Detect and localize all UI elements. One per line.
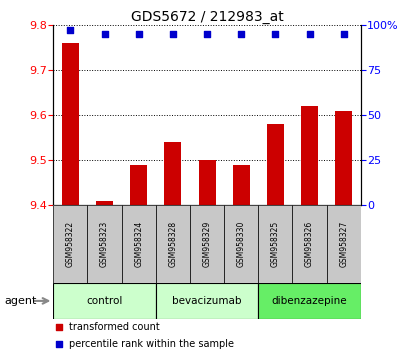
Bar xyxy=(96,201,113,205)
Text: GSM958326: GSM958326 xyxy=(304,221,313,267)
Text: control: control xyxy=(86,296,122,306)
Bar xyxy=(155,205,189,283)
Point xyxy=(56,324,63,329)
Text: GSM958325: GSM958325 xyxy=(270,221,279,267)
Text: transformed count: transformed count xyxy=(69,321,159,332)
Bar xyxy=(164,142,181,205)
Bar xyxy=(53,205,87,283)
Bar xyxy=(258,205,292,283)
Text: GSM958329: GSM958329 xyxy=(202,221,211,267)
Point xyxy=(169,31,176,36)
Text: dibenzazepine: dibenzazepine xyxy=(271,296,346,306)
Point xyxy=(306,31,312,36)
Bar xyxy=(232,165,249,205)
Title: GDS5672 / 212983_at: GDS5672 / 212983_at xyxy=(130,10,283,24)
Point xyxy=(135,31,142,36)
Bar xyxy=(189,205,224,283)
Point xyxy=(339,31,346,36)
Text: GSM958327: GSM958327 xyxy=(338,221,347,267)
Text: agent: agent xyxy=(4,296,36,306)
Point xyxy=(203,31,210,36)
Bar xyxy=(87,205,121,283)
Bar xyxy=(155,283,258,319)
Bar xyxy=(121,205,155,283)
Text: percentile rank within the sample: percentile rank within the sample xyxy=(69,339,233,349)
Bar xyxy=(300,106,317,205)
Bar xyxy=(198,160,215,205)
Text: GSM958328: GSM958328 xyxy=(168,221,177,267)
Text: GSM958330: GSM958330 xyxy=(236,221,245,268)
Bar xyxy=(334,110,351,205)
Point xyxy=(101,31,108,36)
Bar xyxy=(292,205,326,283)
Point xyxy=(237,31,244,36)
Bar xyxy=(53,283,155,319)
Bar xyxy=(326,205,360,283)
Point xyxy=(272,31,278,36)
Point xyxy=(67,27,74,33)
Bar xyxy=(62,43,79,205)
Text: GSM958324: GSM958324 xyxy=(134,221,143,267)
Text: GSM958323: GSM958323 xyxy=(100,221,109,267)
Text: bevacizumab: bevacizumab xyxy=(172,296,241,306)
Bar xyxy=(266,124,283,205)
Point xyxy=(56,341,63,347)
Bar xyxy=(258,283,360,319)
Bar xyxy=(224,205,258,283)
Text: GSM958322: GSM958322 xyxy=(66,221,75,267)
Bar xyxy=(130,165,147,205)
